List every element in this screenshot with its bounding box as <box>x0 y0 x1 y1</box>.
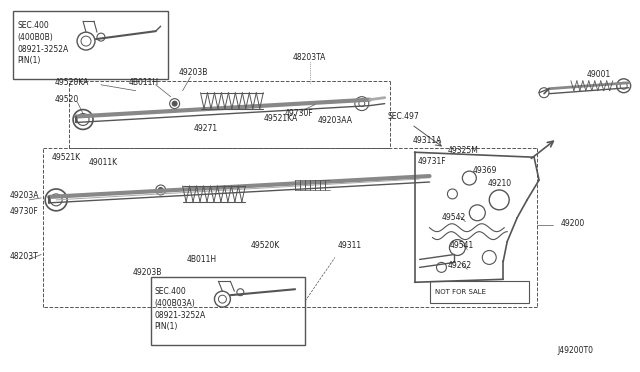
Text: 49203B: 49203B <box>179 68 208 77</box>
Text: 49262: 49262 <box>447 261 472 270</box>
Text: PIN(1): PIN(1) <box>17 57 41 65</box>
Text: PIN(1): PIN(1) <box>155 323 178 331</box>
Text: 08921-3252A: 08921-3252A <box>17 45 68 54</box>
Text: SEC.400: SEC.400 <box>155 287 186 296</box>
Text: 49730F: 49730F <box>10 207 38 216</box>
Bar <box>13 11 168 79</box>
Text: 49311A: 49311A <box>413 136 442 145</box>
Text: 49001: 49001 <box>587 70 611 79</box>
Text: 48203TA: 48203TA <box>293 54 326 62</box>
Text: (400B03A): (400B03A) <box>155 299 195 308</box>
Text: 49311: 49311 <box>338 241 362 250</box>
Text: 49203AA: 49203AA <box>318 116 353 125</box>
Text: 49011K: 49011K <box>89 158 118 167</box>
Text: 49541: 49541 <box>449 241 474 250</box>
Circle shape <box>172 101 177 106</box>
Text: 4B011H: 4B011H <box>129 78 159 87</box>
Text: 49542: 49542 <box>442 213 466 222</box>
Text: 49369: 49369 <box>472 166 497 174</box>
Text: 49210: 49210 <box>487 179 511 187</box>
Text: 49731F: 49731F <box>417 157 446 166</box>
Text: 49521K: 49521K <box>51 153 80 162</box>
Circle shape <box>158 187 163 192</box>
Text: 49520K: 49520K <box>250 241 280 250</box>
Bar <box>151 277 305 345</box>
Text: 48203T: 48203T <box>10 252 38 261</box>
Text: SEC.400: SEC.400 <box>17 21 49 30</box>
Text: 49520: 49520 <box>54 95 79 104</box>
Text: 08921-3252A: 08921-3252A <box>155 311 206 320</box>
Text: 49203B: 49203B <box>133 268 162 277</box>
Text: 49520KA: 49520KA <box>54 78 88 87</box>
Text: 49203A: 49203A <box>10 192 39 201</box>
Text: 49271: 49271 <box>193 124 218 133</box>
Bar <box>429 281 529 303</box>
Text: 49200: 49200 <box>561 219 585 228</box>
Text: NOT FOR SALE: NOT FOR SALE <box>435 289 486 295</box>
Text: 4B011H: 4B011H <box>187 255 217 264</box>
Text: SEC.497: SEC.497 <box>388 112 419 121</box>
Text: 49730F: 49730F <box>284 109 313 118</box>
Text: J49200T0: J49200T0 <box>557 346 593 355</box>
Text: 49521KA: 49521KA <box>263 114 298 123</box>
Text: 49325M: 49325M <box>447 146 478 155</box>
Text: (400B0B): (400B0B) <box>17 33 53 42</box>
